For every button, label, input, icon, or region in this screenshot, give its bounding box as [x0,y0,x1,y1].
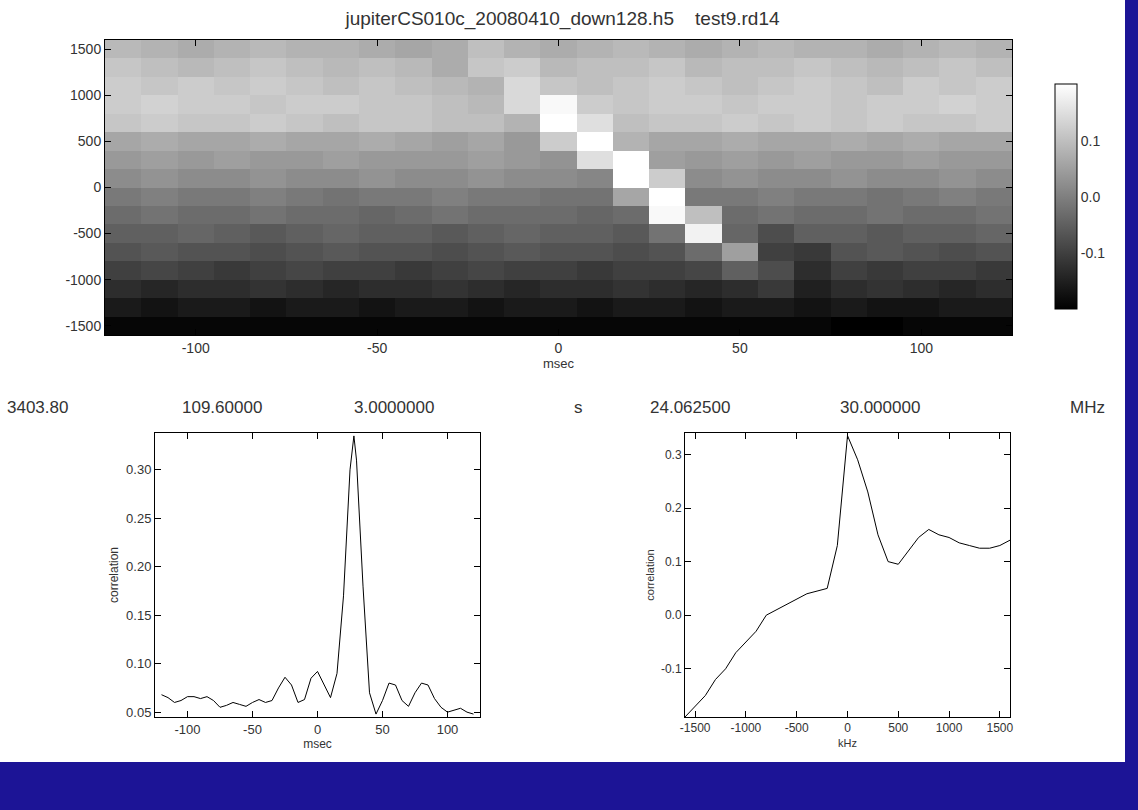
svg-text:0.0: 0.0 [665,608,682,622]
svg-text:0.30: 0.30 [126,462,151,477]
svg-text:-500: -500 [785,721,809,735]
svg-text:-50: -50 [367,340,387,356]
svg-text:30.000000: 30.000000 [840,398,920,417]
svg-text:0.05: 0.05 [126,705,151,720]
svg-text:3403.80: 3403.80 [7,398,68,417]
svg-text:0: 0 [314,722,321,737]
svg-text:50: 50 [375,722,389,737]
svg-text:0.15: 0.15 [126,608,151,623]
svg-text:correlation: correlation [644,549,656,600]
svg-text:-1000: -1000 [65,272,101,288]
svg-text:0: 0 [555,340,563,356]
svg-text:-1500: -1500 [65,318,101,334]
svg-text:-500: -500 [73,225,101,241]
svg-text:kHz: kHz [838,737,857,749]
svg-text:0.10: 0.10 [126,656,151,671]
svg-text:100: 100 [910,340,934,356]
svg-text:0.20: 0.20 [126,559,151,574]
svg-text:24.062500: 24.062500 [650,398,730,417]
svg-text:0.2: 0.2 [665,501,682,515]
svg-text:3.0000000: 3.0000000 [354,398,434,417]
svg-text:s: s [574,398,583,417]
svg-text:msec: msec [543,356,575,371]
svg-text:50: 50 [732,340,748,356]
svg-text:1500: 1500 [70,41,101,57]
svg-text:109.60000: 109.60000 [182,398,262,417]
svg-text:1500: 1500 [986,721,1013,735]
svg-text:0.1: 0.1 [665,555,682,569]
svg-text:-0.1: -0.1 [661,662,682,676]
svg-text:-0.1: -0.1 [1081,245,1105,261]
svg-text:jupiterCS010c_20080410_down128: jupiterCS010c_20080410_down128.h5 test9.… [344,8,780,30]
svg-text:0.3: 0.3 [665,448,682,462]
svg-text:MHz: MHz [1070,398,1105,417]
svg-text:-100: -100 [174,722,200,737]
svg-text:correlation: correlation [107,547,121,603]
svg-text:0.1: 0.1 [1081,133,1101,149]
svg-text:100: 100 [437,722,459,737]
svg-text:-50: -50 [243,722,262,737]
svg-text:-1500: -1500 [680,721,711,735]
svg-text:500: 500 [78,133,102,149]
svg-text:0: 0 [844,721,851,735]
svg-text:-1000: -1000 [731,721,762,735]
svg-text:500: 500 [888,721,908,735]
svg-text:0.0: 0.0 [1081,189,1101,205]
svg-text:1000: 1000 [70,87,101,103]
svg-text:msec: msec [303,737,332,751]
svg-text:-100: -100 [182,340,210,356]
svg-text:0.25: 0.25 [126,511,151,526]
svg-text:0: 0 [93,179,101,195]
svg-text:1000: 1000 [936,721,963,735]
